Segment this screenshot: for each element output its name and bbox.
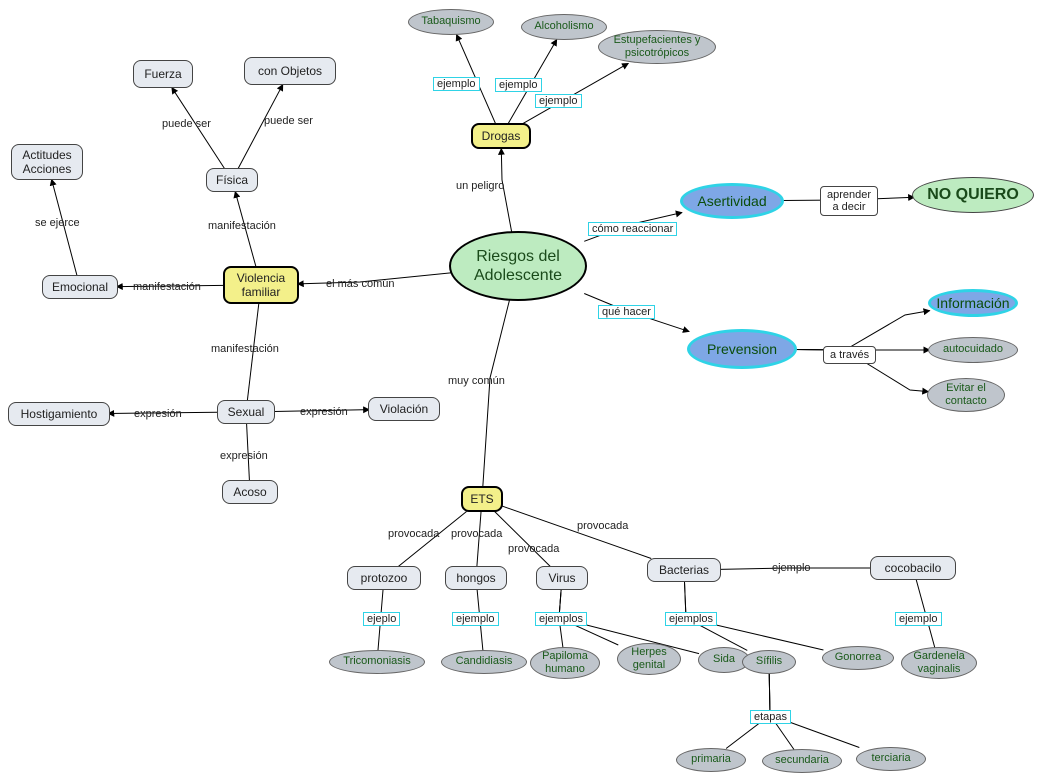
edge-label-manif3: manifestación: [211, 343, 279, 355]
edge-label-prov3: provocada: [508, 543, 559, 555]
node-ets: ETS: [461, 486, 503, 512]
edge-label-manif1: manifestación: [208, 220, 276, 232]
node-secundaria: secundaria: [762, 749, 842, 773]
edge-label-ejs_virus: ejemplos: [535, 612, 587, 626]
edge-label-atraves: a través: [823, 346, 876, 364]
node-violencia: Violenciafamiliar: [223, 266, 299, 304]
node-protozoo: protozoo: [347, 566, 421, 590]
edge-label-ejeplo: ejeplo: [363, 612, 400, 626]
node-violacion: Violación: [368, 397, 440, 421]
edge-label-elmas: el más común: [326, 278, 394, 290]
node-actitudes: ActitudesAcciones: [11, 144, 83, 180]
edge-label-unpeligro: un peligro: [456, 180, 504, 192]
node-informacion: Información: [928, 289, 1018, 317]
node-conobj: con Objetos: [244, 57, 336, 85]
edge-label-expr2: expresión: [300, 406, 348, 418]
edge-label-prov4: provocada: [577, 520, 628, 532]
node-emocional: Emocional: [42, 275, 118, 299]
node-candi: Candidiasis: [441, 650, 527, 674]
node-primaria: primaria: [676, 748, 746, 772]
node-hostiga: Hostigamiento: [8, 402, 110, 426]
edge-label-ej_coco: ejemplo: [895, 612, 942, 626]
edge-label-ejs_bac: ejemplos: [665, 612, 717, 626]
edge-label-prov2: provocada: [451, 528, 502, 540]
node-evitar: Evitar elcontacto: [927, 378, 1005, 412]
node-gardenela: Gardenelavaginalis: [901, 647, 977, 679]
node-cocobacilo: cocobacilo: [870, 556, 956, 580]
edge-label-comoreac: cómo reaccionar: [588, 222, 677, 236]
node-fuerza: Fuerza: [133, 60, 193, 88]
node-estupe: Estupefacientes ypsicotrópicos: [598, 30, 716, 64]
edge-label-etapas: etapas: [750, 710, 791, 724]
edge-label-expr3: expresión: [220, 450, 268, 462]
node-asertividad: Asertividad: [680, 183, 784, 219]
edge-label-ej_tab: ejemplo: [433, 77, 480, 91]
edge-label-muycomun: muy común: [448, 375, 505, 387]
node-tricomo: Tricomoniasis: [329, 650, 425, 674]
edge-label-puede2: puede ser: [264, 115, 313, 127]
edge-label-prov1: provocada: [388, 528, 439, 540]
node-herpes: Herpesgenital: [617, 643, 681, 675]
edge-label-ej_alc: ejemplo: [495, 78, 542, 92]
node-hongos: hongos: [445, 566, 507, 590]
node-virus: Virus: [536, 566, 588, 590]
node-acoso: Acoso: [222, 480, 278, 504]
edge-label-ej_hong: ejemplo: [452, 612, 499, 626]
node-autocuidado: autocuidado: [928, 337, 1018, 363]
node-gonorrea: Gonorrea: [822, 646, 894, 670]
node-sexual: Sexual: [217, 400, 275, 424]
node-noquiero: NO QUIERO: [912, 177, 1034, 213]
edge-label-quehacer: qué hacer: [598, 305, 655, 319]
node-terciaria: terciaria: [856, 747, 926, 771]
node-alcoholismo: Alcoholismo: [521, 14, 607, 40]
node-root: Riesgos delAdolescente: [449, 231, 587, 301]
edge-root-ets: [483, 300, 510, 487]
edge-prevension-informacion: [795, 311, 930, 350]
node-fisica: Física: [206, 168, 258, 192]
edge-label-expr1: expresión: [134, 408, 182, 420]
edge-label-aprender: aprendera decir: [820, 186, 878, 216]
edge-label-ej_est: ejemplo: [535, 94, 582, 108]
node-sifilis: Sífilis: [742, 650, 796, 674]
node-prevension: Prevension: [687, 329, 797, 369]
edge-label-seejerce: se ejerce: [35, 217, 80, 229]
edge-label-puede1: puede ser: [162, 118, 211, 130]
edge-label-manif2: manifestación: [133, 281, 201, 293]
node-papiloma: Papilomahumano: [530, 647, 600, 679]
node-bacterias: Bacterias: [647, 558, 721, 582]
node-drogas: Drogas: [471, 123, 531, 149]
edge-label-ej_bac_c: ejemplo: [772, 562, 811, 574]
node-tabaquismo: Tabaquismo: [408, 9, 494, 35]
